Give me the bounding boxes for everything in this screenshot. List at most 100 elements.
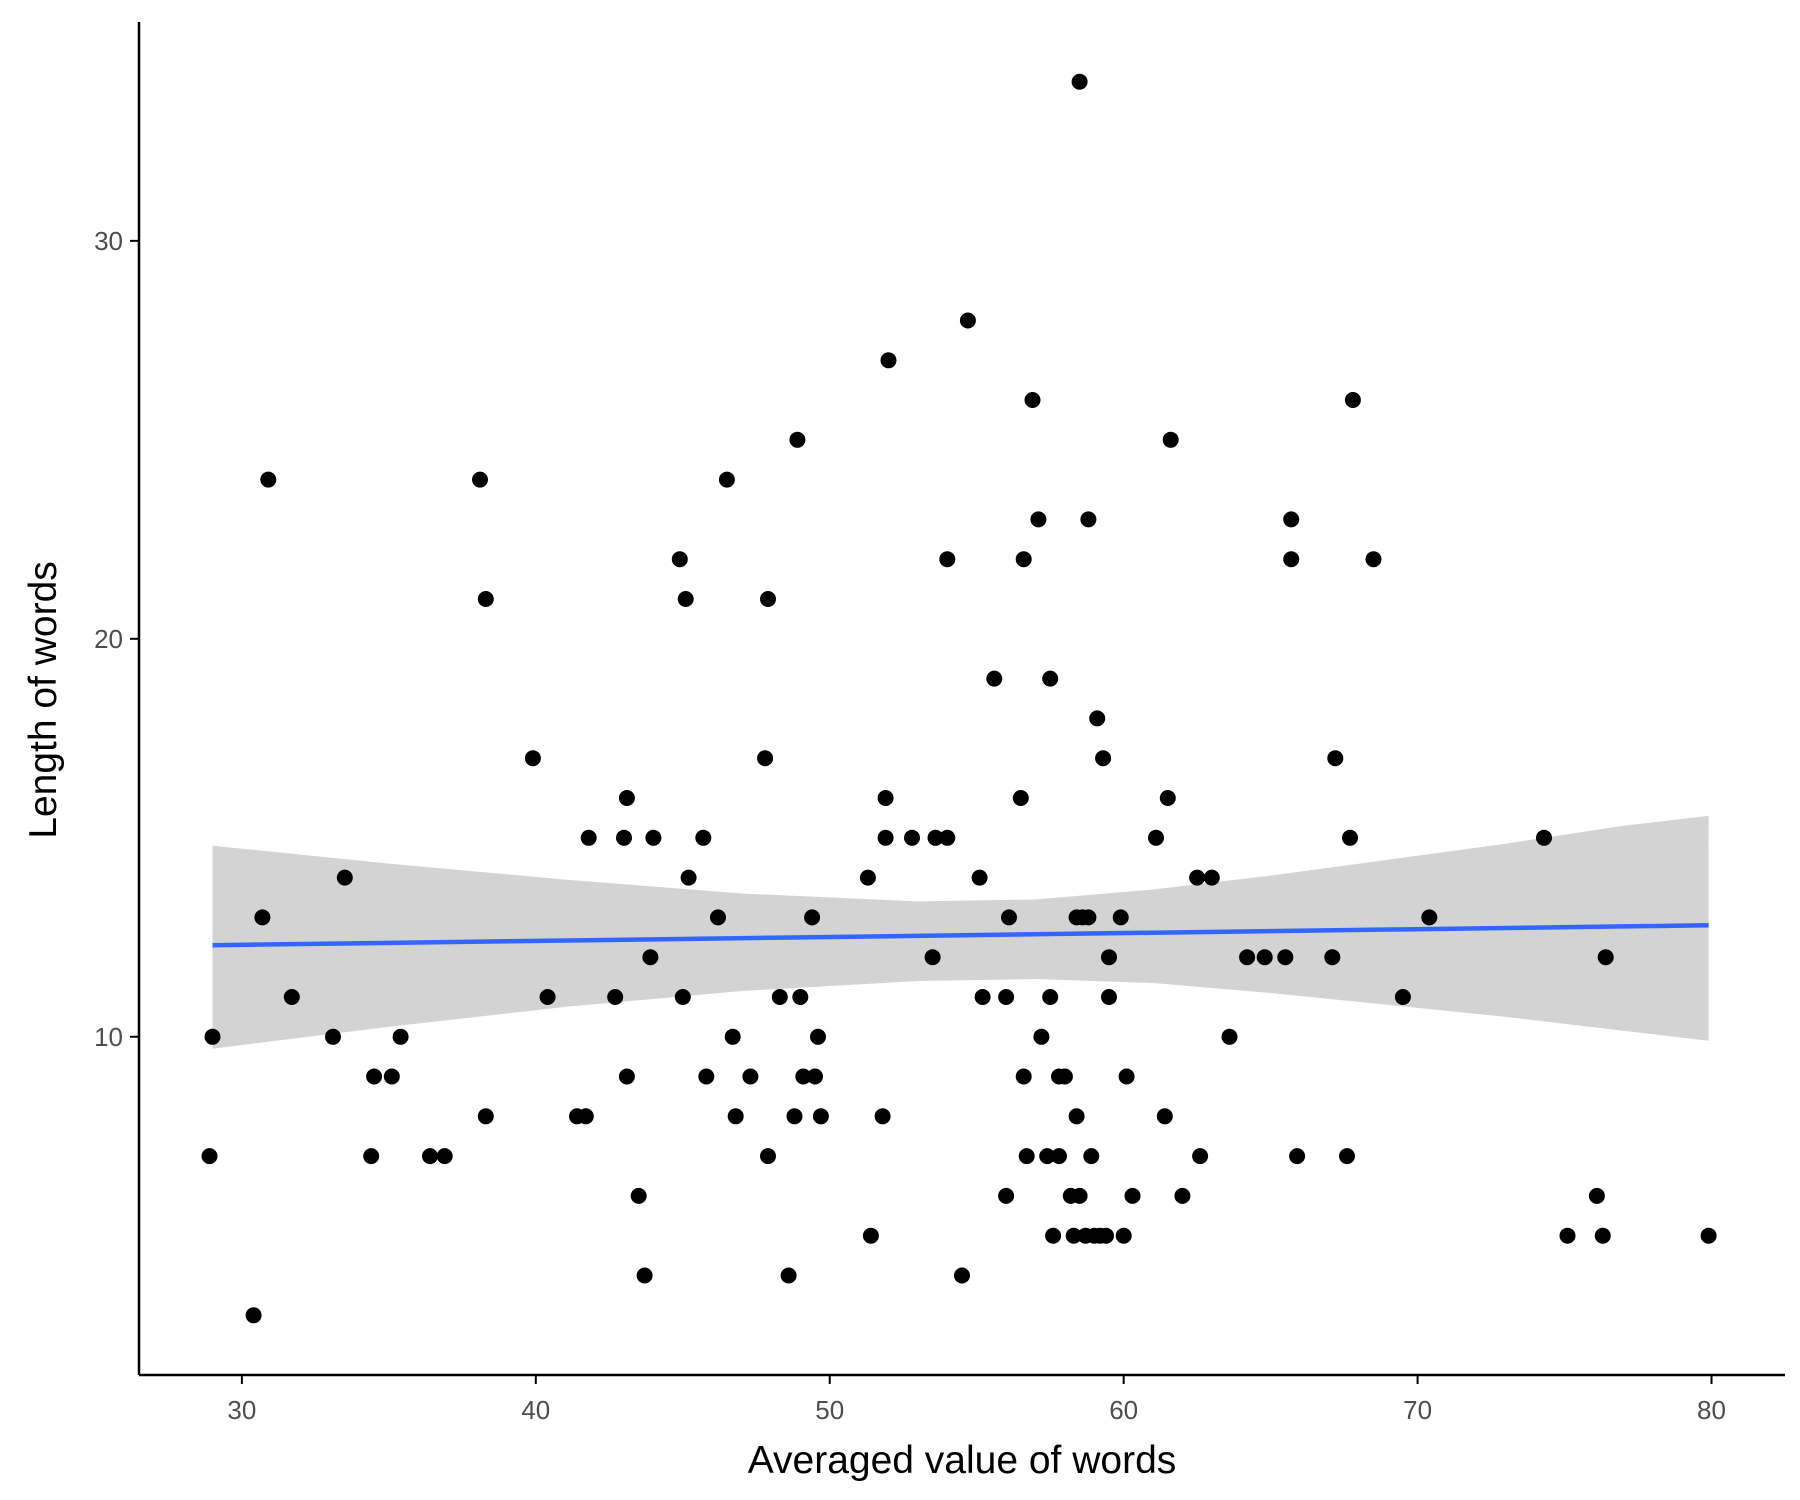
data-point xyxy=(986,670,1003,687)
data-point xyxy=(1283,551,1300,568)
data-point xyxy=(718,471,735,488)
data-point xyxy=(1588,1187,1605,1204)
data-point xyxy=(786,1108,803,1125)
data-point xyxy=(1324,949,1341,966)
data-point xyxy=(877,829,894,846)
data-point xyxy=(618,790,635,806)
data-point xyxy=(1344,392,1361,408)
x-tick-label: 60 xyxy=(1109,1395,1138,1425)
y-tick-label: 30 xyxy=(94,226,123,256)
data-point xyxy=(1071,1187,1088,1204)
data-point xyxy=(1112,909,1129,926)
data-point xyxy=(1012,790,1029,806)
data-point xyxy=(1203,869,1220,886)
data-point xyxy=(959,312,976,329)
data-point xyxy=(1068,1108,1085,1125)
data-point xyxy=(939,551,956,568)
data-point xyxy=(366,1068,383,1085)
data-point xyxy=(1033,1028,1050,1045)
data-point xyxy=(1098,1227,1114,1244)
data-point xyxy=(607,989,624,1005)
data-point xyxy=(1015,1068,1032,1085)
data-point xyxy=(1239,949,1256,966)
data-point xyxy=(671,551,688,568)
data-point xyxy=(1124,1187,1141,1204)
data-point xyxy=(1018,1148,1035,1165)
data-point xyxy=(392,1028,409,1045)
data-point xyxy=(422,1148,438,1165)
confidence-ribbon xyxy=(212,815,1709,1049)
data-point xyxy=(1174,1187,1191,1204)
x-tick-label: 70 xyxy=(1403,1395,1432,1425)
data-point xyxy=(616,829,632,846)
data-point xyxy=(795,1068,812,1085)
data-point xyxy=(1115,1227,1132,1244)
data-point xyxy=(757,750,774,767)
data-point xyxy=(810,1028,826,1045)
data-point xyxy=(698,1068,715,1085)
data-point xyxy=(974,989,991,1005)
data-point xyxy=(1339,1148,1355,1165)
data-point xyxy=(1095,750,1112,767)
data-point xyxy=(1042,989,1059,1005)
data-point xyxy=(336,869,353,886)
data-point xyxy=(1056,1068,1073,1085)
data-point xyxy=(1283,511,1300,528)
data-point xyxy=(1042,670,1059,687)
data-point xyxy=(742,1068,759,1085)
data-point xyxy=(642,949,659,966)
data-point xyxy=(1536,829,1552,846)
data-point xyxy=(874,1108,891,1125)
y-tick-label: 20 xyxy=(94,624,123,654)
data-point xyxy=(724,1028,741,1045)
data-point xyxy=(630,1187,647,1204)
data-point xyxy=(1421,909,1438,926)
y-tick-label: 10 xyxy=(94,1022,123,1052)
data-point xyxy=(804,909,821,926)
data-point xyxy=(1051,1148,1067,1165)
y-axis-title: Length of words xyxy=(22,561,65,839)
data-point xyxy=(436,1148,453,1165)
data-point xyxy=(998,1187,1015,1204)
data-point xyxy=(1101,949,1117,966)
data-point xyxy=(1089,710,1106,727)
axes-layer: 30 40 50 60 70 80 10 20 30 xyxy=(94,22,1785,1425)
data-point xyxy=(383,1068,400,1085)
data-point xyxy=(1039,1148,1056,1165)
data-point xyxy=(325,1028,341,1045)
data-point xyxy=(680,869,697,886)
data-point xyxy=(636,1267,653,1284)
data-point xyxy=(1156,1108,1173,1125)
data-point xyxy=(1594,1227,1611,1244)
data-point xyxy=(201,1148,218,1165)
x-tick-label: 50 xyxy=(815,1395,844,1425)
x-tick-label: 40 xyxy=(521,1395,550,1425)
x-tick-label: 30 xyxy=(227,1395,256,1425)
data-point xyxy=(954,1267,970,1284)
data-point xyxy=(283,989,300,1005)
data-point xyxy=(859,869,876,886)
data-point xyxy=(780,1267,797,1284)
data-point xyxy=(260,471,277,488)
data-point xyxy=(727,1108,744,1125)
data-point xyxy=(1162,431,1179,448)
data-point xyxy=(677,591,694,607)
data-point xyxy=(1700,1227,1717,1244)
data-point xyxy=(577,1108,594,1125)
data-point xyxy=(1024,392,1041,408)
data-point xyxy=(645,829,662,846)
data-point xyxy=(1559,1227,1576,1244)
data-point xyxy=(971,869,988,886)
data-point xyxy=(1045,1227,1062,1244)
data-point xyxy=(1289,1148,1306,1165)
data-point xyxy=(1065,1227,1082,1244)
data-point xyxy=(618,1068,635,1085)
data-point xyxy=(760,591,776,607)
data-point xyxy=(877,790,894,806)
data-point xyxy=(1597,949,1614,966)
data-point xyxy=(472,471,488,488)
data-point xyxy=(1221,1028,1238,1045)
data-point xyxy=(363,1148,380,1165)
data-point xyxy=(710,909,726,926)
